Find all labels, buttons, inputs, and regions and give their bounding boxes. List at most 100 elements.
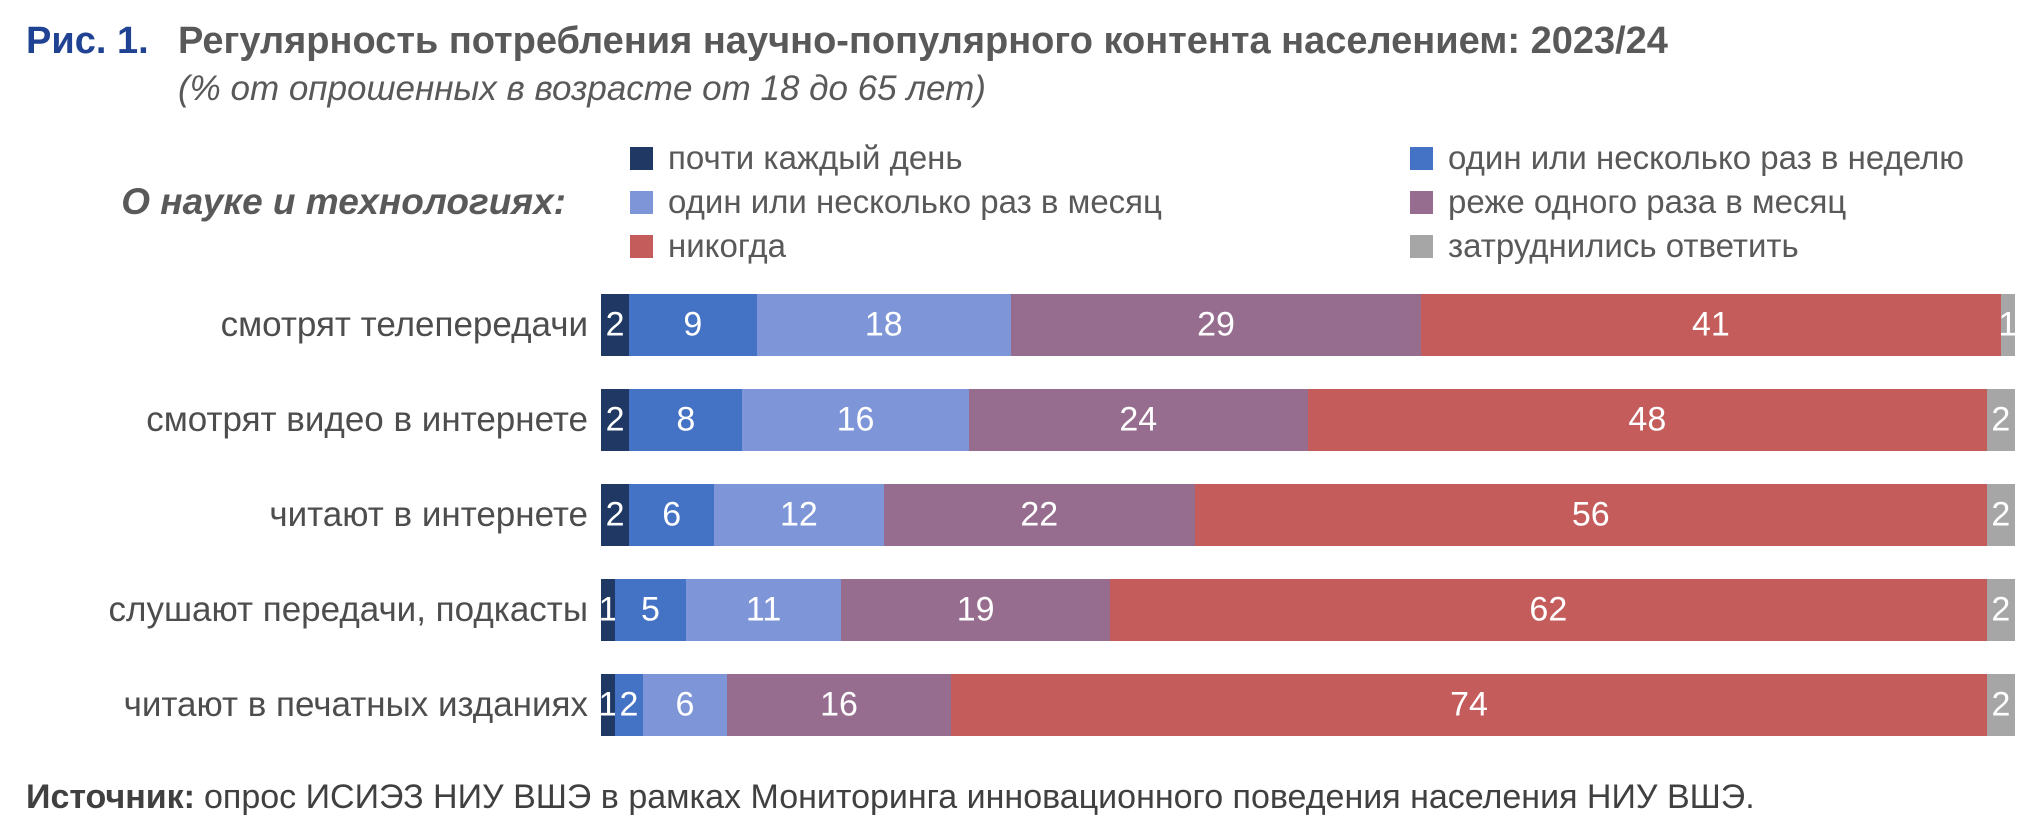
bar-segment: 5 — [615, 579, 686, 641]
bar-segment: 6 — [643, 674, 727, 736]
segment-value: 8 — [676, 400, 696, 439]
bar-segment: 56 — [1194, 484, 1987, 546]
legend-column: один или несколько раз в неделю реже одно… — [1410, 136, 1964, 268]
segment-value: 9 — [683, 305, 703, 344]
category-label: читают в интернете — [269, 495, 588, 534]
legend-swatch-icon — [630, 234, 653, 258]
category-label: читают в печатных изданиях — [123, 685, 588, 724]
legend-item: затруднились ответить — [1410, 229, 1964, 263]
segment-value: 1 — [598, 590, 618, 629]
stacked-bar: 2 8 16 24 48 2 — [601, 389, 2015, 451]
segment-value: 1 — [598, 685, 618, 724]
segment-value: 62 — [1529, 590, 1568, 629]
segment-value: 56 — [1571, 495, 1610, 534]
segment-value: 16 — [836, 400, 875, 439]
figure-header: Рис. 1. Регулярность потребления научно-… — [0, 0, 2031, 110]
stacked-bar: 1 2 6 16 74 2 — [598, 674, 2015, 736]
legend-swatch-icon — [1410, 190, 1433, 214]
legend-swatch-icon — [630, 190, 653, 214]
bar-segment: 22 — [883, 484, 1195, 546]
bar-segment: 48 — [1307, 389, 1987, 451]
bar-segment: 12 — [714, 484, 884, 546]
segment-value: 5 — [641, 590, 660, 629]
segment-value: 1 — [1998, 305, 2018, 344]
stacked-bar: 1 5 11 19 62 2 — [598, 579, 2015, 641]
bar-segment: 2 — [601, 389, 630, 451]
bar-segment: 1 — [1998, 294, 2018, 356]
segment-value: 12 — [780, 495, 818, 534]
bar-segment: 19 — [841, 579, 1110, 641]
segment-value: 2 — [1991, 590, 2011, 629]
bar-segment: 1 — [598, 674, 618, 736]
legend-label: реже одного раза в месяц — [1448, 183, 1847, 220]
segment-value: 6 — [662, 495, 682, 534]
bar-row: читают в печатных изданиях 1 2 6 16 74 2 — [0, 674, 2015, 736]
stacked-bar: 2 6 12 22 56 2 — [601, 484, 2015, 546]
bar-segment: 2 — [615, 674, 643, 736]
title-block: Регулярность потребления научно-популярн… — [178, 18, 1668, 110]
bar-segment: 9 — [629, 294, 757, 356]
figure-title: Регулярность потребления научно-популярн… — [178, 20, 1668, 62]
segment-value: 24 — [1119, 400, 1158, 439]
category-label: слушают передачи, подкасты — [108, 590, 588, 629]
segment-value: 2 — [1991, 400, 2011, 439]
segment-value: 29 — [1197, 305, 1235, 344]
bar-segment: 2 — [1986, 389, 2015, 451]
bar-segment: 2 — [1986, 579, 2015, 641]
legend-label: затруднились ответить — [1448, 227, 1799, 264]
legend-item: один или несколько раз в месяц — [630, 185, 1410, 219]
segment-value: 6 — [675, 685, 695, 724]
bar-segment: 29 — [1011, 294, 1422, 356]
bar-segment: 1 — [598, 579, 618, 641]
bar-segment: 18 — [756, 294, 1012, 356]
legend-band: О науке и технологиях: почти каждый день… — [0, 136, 2031, 268]
legend-item: реже одного раза в месяц — [1410, 185, 1964, 219]
segment-value: 41 — [1692, 305, 1730, 344]
legend-swatch-icon — [1410, 234, 1433, 258]
stacked-bar-chart: смотрят телепередачи 2 9 18 29 41 1 смотрят вид… — [0, 294, 2031, 736]
legend-item: никогда — [630, 229, 1410, 263]
bar-row: смотрят видео в интернете 2 8 16 24 48 2 — [0, 389, 2015, 451]
bar-segment: 16 — [742, 389, 969, 451]
bar-segment: 24 — [968, 389, 1308, 451]
segment-value: 2 — [605, 400, 625, 439]
bar-segment: 16 — [727, 674, 951, 736]
bar-segment: 62 — [1110, 579, 1987, 641]
segment-value: 2 — [1991, 495, 2011, 534]
bar-segment: 11 — [685, 579, 842, 641]
legend: почти каждый день один или несколько раз … — [566, 136, 1964, 268]
group-label: О науке и технологиях: — [121, 181, 566, 222]
segment-value: 2 — [605, 305, 625, 344]
legend-label: один или несколько раз в месяц — [668, 183, 1162, 220]
legend-label: никогда — [668, 227, 786, 264]
bar-row: читают в интернете 2 6 12 22 56 2 — [0, 484, 2015, 546]
figure-subtitle: (% от опрошенных в возрасте от 18 до 65 … — [178, 69, 986, 108]
category-label: смотрят телепередачи — [220, 305, 588, 344]
segment-value: 18 — [864, 305, 903, 344]
segment-value: 2 — [619, 685, 639, 724]
legend-label: один или несколько раз в неделю — [1448, 139, 1964, 176]
segment-value: 74 — [1450, 685, 1488, 724]
bar-segment: 8 — [629, 389, 743, 451]
bar-segment: 41 — [1421, 294, 2001, 356]
bar-row: смотрят телепередачи 2 9 18 29 41 1 — [0, 294, 2018, 356]
category-label: смотрят видео в интернете — [146, 400, 588, 439]
segment-value: 48 — [1628, 400, 1667, 439]
bar-segment: 2 — [1987, 674, 2015, 736]
bar-segment: 74 — [951, 674, 1987, 736]
legend-item: почти каждый день — [630, 141, 1410, 175]
legend-swatch-icon — [1410, 146, 1433, 170]
bar-row: слушают передачи, подкасты 1 5 11 19 62 2 — [0, 579, 2015, 641]
source-note: Источник: опрос ИСИЭЗ НИУ ВШЭ в рамках Мо… — [0, 778, 2031, 817]
stacked-bar: 2 9 18 29 41 1 — [601, 294, 2018, 356]
bar-segment: 2 — [1986, 484, 2015, 546]
bar-segment: 6 — [629, 484, 715, 546]
segment-value: 22 — [1020, 495, 1059, 534]
legend-column: почти каждый день один или несколько раз … — [630, 136, 1410, 268]
segment-value: 11 — [745, 590, 782, 629]
figure-number: Рис. 1. — [26, 20, 149, 62]
legend-label: почти каждый день — [668, 139, 963, 176]
segment-value: 2 — [605, 495, 625, 534]
bar-segment: 2 — [601, 294, 630, 356]
